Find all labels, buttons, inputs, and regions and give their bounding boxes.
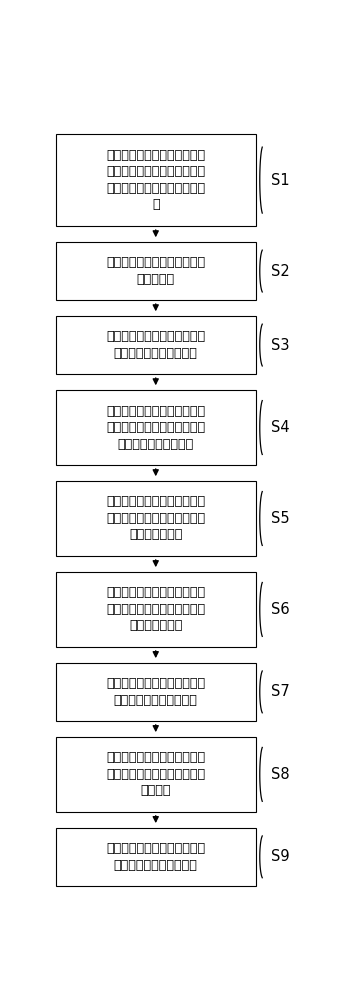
Bar bbox=[56, 572, 256, 647]
Text: S5: S5 bbox=[271, 511, 290, 526]
Text: 根据四个方向的平滑权重系数
构建四方向加权平滑矩阵: 根据四个方向的平滑权重系数 构建四方向加权平滑矩阵 bbox=[106, 677, 205, 707]
Text: 计算多个所述局部灰度图的结
构张量，并根据所述结构张量
计算扩散张量和相似度: 计算多个所述局部灰度图的结 构张量，并根据所述结构张量 计算扩散张量和相似度 bbox=[106, 405, 205, 451]
Bar bbox=[56, 316, 256, 374]
Bar bbox=[56, 828, 256, 886]
Text: S8: S8 bbox=[271, 767, 290, 782]
Text: 将所述四方向加权平滑矩阵代
入反演算法，获得反演电阻率
预测模型: 将所述四方向加权平滑矩阵代 入反演算法，获得反演电阻率 预测模型 bbox=[106, 751, 205, 797]
Text: 根据所述电阻率差异界面信息
构建灰度图: 根据所述电阻率差异界面信息 构建灰度图 bbox=[106, 256, 205, 286]
Text: S3: S3 bbox=[271, 338, 289, 353]
Text: 根据所述扩散张量计算所述最
终电阻率差异界面在四个方向
的平滑权重系数: 根据所述扩散张量计算所述最 终电阻率差异界面在四个方向 的平滑权重系数 bbox=[106, 586, 205, 632]
Text: S9: S9 bbox=[271, 849, 290, 864]
Bar bbox=[56, 242, 256, 300]
Text: S2: S2 bbox=[271, 264, 290, 279]
Text: S4: S4 bbox=[271, 420, 290, 435]
Text: 根据所述反演电阻率预测模型
确定场地污染物分布范围: 根据所述反演电阻率预测模型 确定场地污染物分布范围 bbox=[106, 842, 205, 872]
Text: S1: S1 bbox=[271, 173, 290, 188]
Text: S7: S7 bbox=[271, 684, 290, 699]
Bar bbox=[56, 390, 256, 465]
Bar bbox=[56, 134, 256, 226]
Text: 根据污染场地的钻孔数据和地
质测量数据，获得污染场地结
构边界上的电阻率差异界面信
息: 根据污染场地的钻孔数据和地 质测量数据，获得污染场地结 构边界上的电阻率差异界面… bbox=[106, 149, 205, 211]
Text: 利用图像识别技术将所述灰度
图量化为多个局部灰度图: 利用图像识别技术将所述灰度 图量化为多个局部灰度图 bbox=[106, 330, 205, 360]
Text: S6: S6 bbox=[271, 602, 290, 617]
Bar bbox=[56, 737, 256, 812]
Bar bbox=[56, 663, 256, 721]
Text: 根据所述相似度对所述电阻率
差异界面进行筛选，获得最终
电阻率差异界面: 根据所述相似度对所述电阻率 差异界面进行筛选，获得最终 电阻率差异界面 bbox=[106, 495, 205, 541]
Bar bbox=[56, 481, 256, 556]
